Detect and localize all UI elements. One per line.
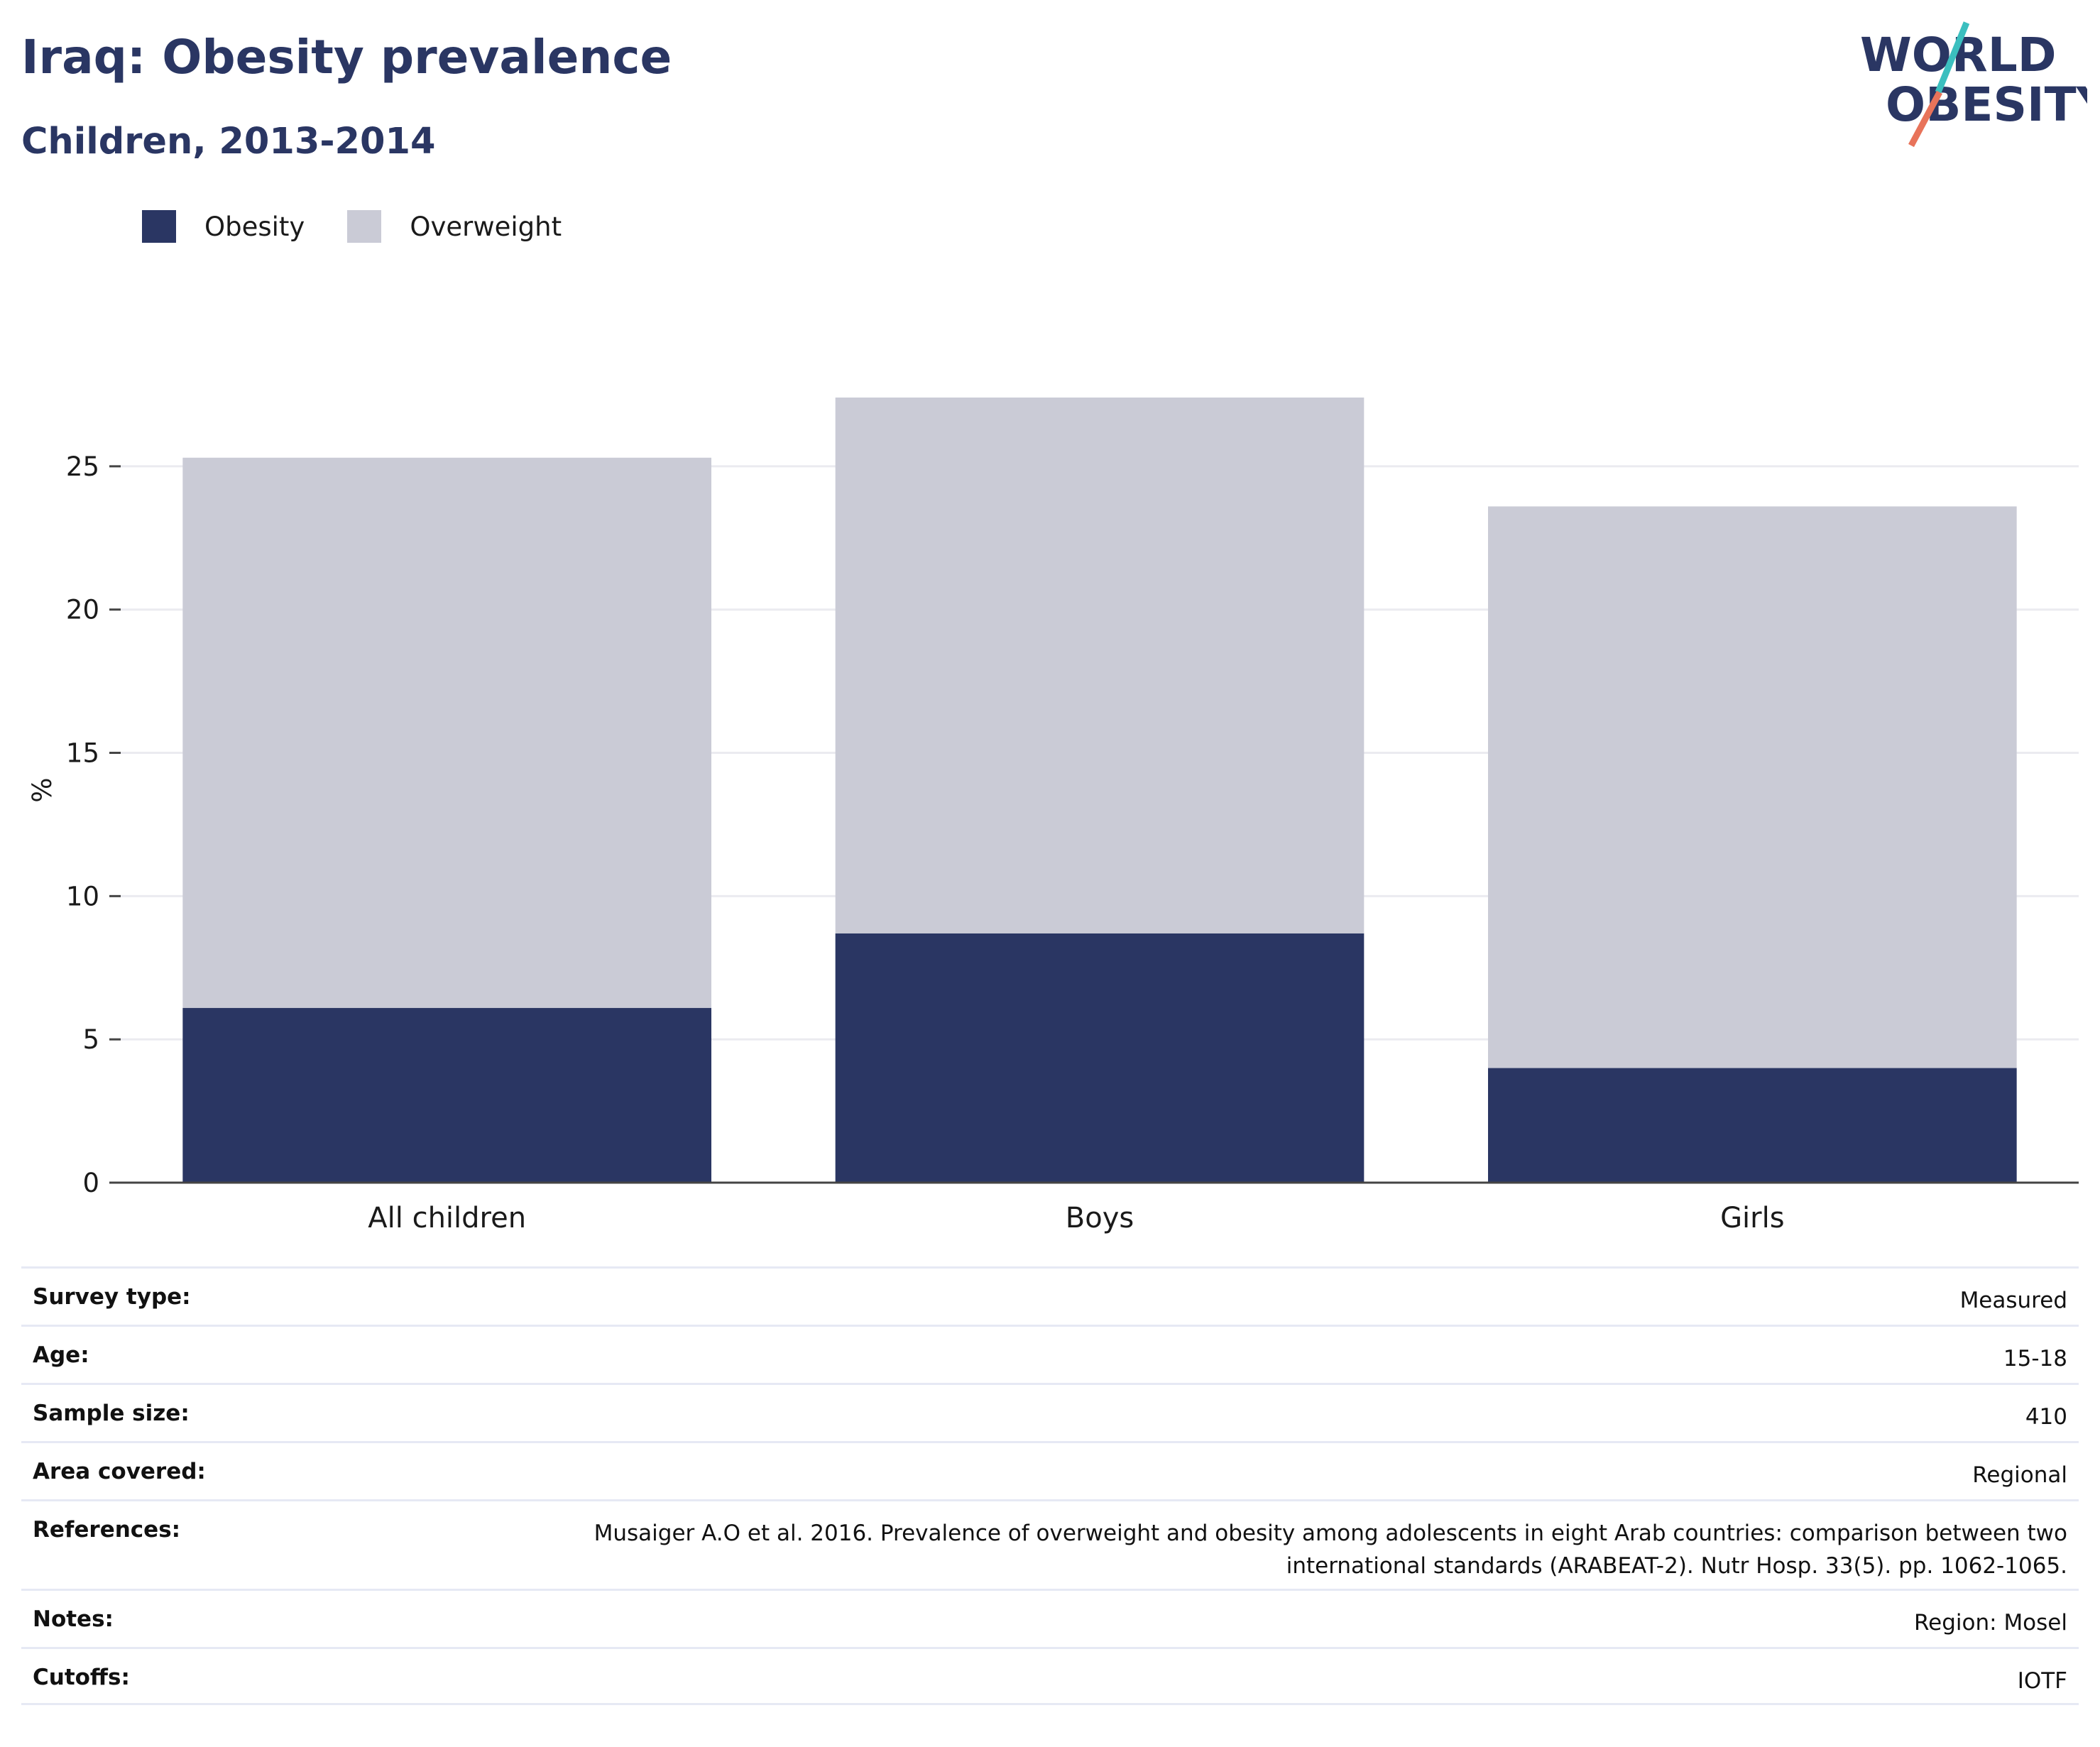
y-tick-label: 15 bbox=[66, 738, 99, 769]
info-key: Sample size: bbox=[33, 1401, 190, 1426]
x-category-label: All children bbox=[368, 1202, 526, 1234]
logo-slash-teal bbox=[1935, 21, 1970, 94]
info-key: References: bbox=[33, 1517, 181, 1543]
info-row: Sample size: 410 bbox=[21, 1383, 2079, 1441]
legend-swatch-overweight bbox=[347, 210, 382, 243]
world-obesity-logo: WORLD OBESITY bbox=[1846, 21, 2100, 149]
info-key: Area covered: bbox=[33, 1459, 206, 1484]
info-value: Measured bbox=[1959, 1288, 2067, 1313]
info-row: Age: 15-18 bbox=[21, 1325, 2079, 1383]
info-key: Survey type: bbox=[33, 1284, 191, 1310]
y-tick-label: 10 bbox=[66, 881, 99, 911]
bar-obesity-girls bbox=[1488, 1068, 2017, 1183]
y-tick-label: 0 bbox=[82, 1168, 99, 1198]
legend-label-overweight: Overweight bbox=[410, 211, 562, 242]
info-value: 410 bbox=[2025, 1404, 2067, 1430]
info-value: Regional bbox=[1972, 1462, 2067, 1488]
info-value: IOTF bbox=[2017, 1668, 2067, 1694]
survey-info-table: Survey type: Measured Age: 15-18 Sample size… bbox=[21, 1266, 2079, 1705]
chart-subtitle: Children, 2013-2014 bbox=[21, 121, 436, 163]
bar-overweight-girls bbox=[1488, 506, 2017, 1068]
x-category-label: Girls bbox=[1720, 1202, 1785, 1234]
bar-overweight-boys bbox=[835, 398, 1365, 933]
y-axis-label: % bbox=[27, 777, 58, 802]
info-key: Age: bbox=[33, 1342, 89, 1368]
chart-legend: Obesity Overweight bbox=[142, 210, 604, 243]
info-value: Region: Mosel bbox=[1914, 1610, 2067, 1636]
y-tick-label: 20 bbox=[66, 595, 99, 625]
bar-obesity-all-children bbox=[182, 1007, 711, 1183]
info-value: Musaiger A.O et al. 2016. Prevalence of … bbox=[594, 1521, 2067, 1579]
info-key: Notes: bbox=[33, 1606, 114, 1632]
info-row: Cutoffs: IOTF bbox=[21, 1647, 2079, 1705]
info-value: 15-18 bbox=[2003, 1346, 2067, 1371]
logo-slash-coral bbox=[1908, 90, 1942, 148]
logo-word-obesity: OBESITY bbox=[1886, 77, 2087, 132]
bar-chart: 0 5 10 15 20 25% All children Boys Girls bbox=[27, 398, 2079, 1234]
info-row: Notes: Region: Mosel bbox=[21, 1589, 2079, 1647]
y-tick-label: 5 bbox=[82, 1024, 99, 1055]
y-tick-label: 25 bbox=[66, 451, 99, 482]
info-row: Survey type: Measured bbox=[21, 1266, 2079, 1325]
info-row: Area covered: Regional bbox=[21, 1441, 2079, 1499]
info-row: References: Musaiger A.O et al. 2016. Pre… bbox=[21, 1499, 2079, 1589]
legend-item-obesity[interactable]: Obesity bbox=[142, 210, 305, 243]
legend-swatch-obesity bbox=[142, 210, 176, 243]
legend-label-obesity: Obesity bbox=[204, 211, 305, 242]
legend-item-overweight[interactable]: Overweight bbox=[347, 210, 562, 243]
x-category-label: Boys bbox=[1066, 1202, 1134, 1234]
info-key: Cutoffs: bbox=[33, 1665, 130, 1690]
bar-obesity-boys bbox=[835, 933, 1365, 1183]
chart-title: Iraq: Obesity prevalence bbox=[21, 30, 672, 84]
bar-overweight-all-children bbox=[182, 457, 711, 1008]
